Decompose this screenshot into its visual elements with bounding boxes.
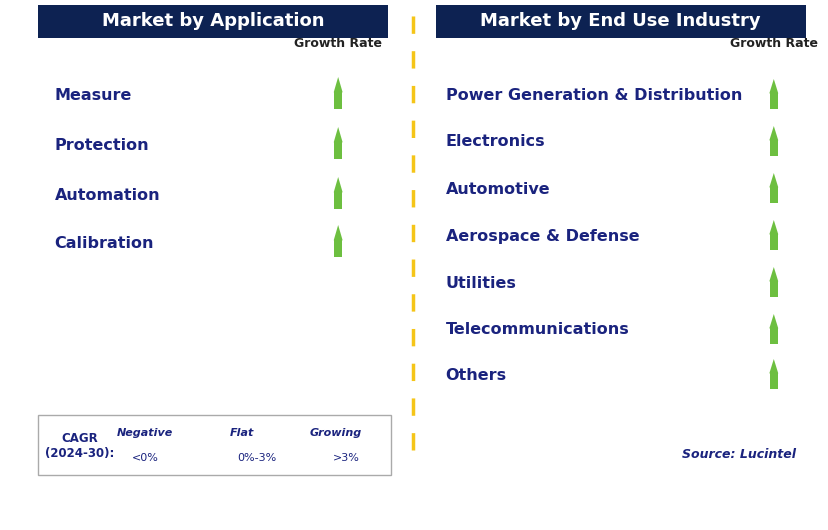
- Text: Others: Others: [445, 367, 506, 383]
- Text: Telecommunications: Telecommunications: [445, 322, 628, 338]
- Text: Automation: Automation: [55, 188, 160, 202]
- Polygon shape: [334, 143, 341, 159]
- Text: Calibration: Calibration: [55, 235, 154, 251]
- Text: Source: Lucintel: Source: Lucintel: [681, 448, 795, 462]
- Polygon shape: [768, 359, 777, 374]
- Text: Utilities: Utilities: [445, 276, 516, 290]
- Polygon shape: [334, 127, 342, 143]
- Text: Automotive: Automotive: [445, 181, 550, 197]
- Text: 0%-3%: 0%-3%: [237, 453, 276, 463]
- Text: Electronics: Electronics: [445, 135, 545, 149]
- Text: Aerospace & Defense: Aerospace & Defense: [445, 228, 638, 243]
- Polygon shape: [769, 329, 777, 344]
- Polygon shape: [334, 241, 341, 257]
- Text: Growing: Growing: [310, 428, 362, 438]
- FancyBboxPatch shape: [435, 5, 805, 38]
- FancyBboxPatch shape: [38, 415, 391, 475]
- FancyBboxPatch shape: [38, 5, 388, 38]
- Text: (2024-30):: (2024-30):: [45, 446, 114, 460]
- Polygon shape: [769, 140, 777, 156]
- Text: Power Generation & Distribution: Power Generation & Distribution: [445, 87, 741, 102]
- Text: Flat: Flat: [229, 428, 253, 438]
- Text: <0%: <0%: [132, 453, 158, 463]
- Polygon shape: [334, 77, 342, 92]
- Polygon shape: [769, 234, 777, 250]
- Text: Growth Rate: Growth Rate: [729, 37, 816, 50]
- Polygon shape: [769, 374, 777, 389]
- Polygon shape: [182, 427, 187, 439]
- Text: Market by Application: Market by Application: [102, 13, 324, 31]
- Polygon shape: [769, 188, 777, 203]
- Polygon shape: [181, 439, 188, 451]
- Polygon shape: [769, 93, 777, 109]
- Polygon shape: [370, 445, 377, 456]
- Polygon shape: [277, 441, 291, 449]
- Polygon shape: [768, 173, 777, 188]
- Polygon shape: [334, 225, 342, 241]
- Text: CAGR: CAGR: [61, 432, 98, 446]
- Text: Growth Rate: Growth Rate: [294, 37, 382, 50]
- Polygon shape: [262, 441, 277, 448]
- Polygon shape: [334, 192, 341, 209]
- Text: Measure: Measure: [55, 87, 132, 102]
- Polygon shape: [768, 267, 777, 281]
- Polygon shape: [334, 92, 341, 109]
- Polygon shape: [769, 281, 777, 297]
- Text: Market by End Use Industry: Market by End Use Industry: [479, 13, 760, 31]
- Polygon shape: [371, 456, 376, 469]
- Text: Negative: Negative: [117, 428, 173, 438]
- Text: >3%: >3%: [332, 453, 359, 463]
- Polygon shape: [768, 314, 777, 329]
- Polygon shape: [768, 79, 777, 93]
- Polygon shape: [334, 177, 342, 192]
- Polygon shape: [768, 220, 777, 234]
- Polygon shape: [768, 126, 777, 140]
- Text: Protection: Protection: [55, 137, 149, 153]
